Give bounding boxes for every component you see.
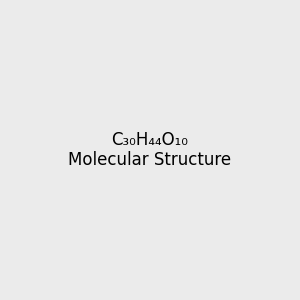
Text: C₃₀H₄₄O₁₀
Molecular Structure: C₃₀H₄₄O₁₀ Molecular Structure	[68, 130, 232, 170]
